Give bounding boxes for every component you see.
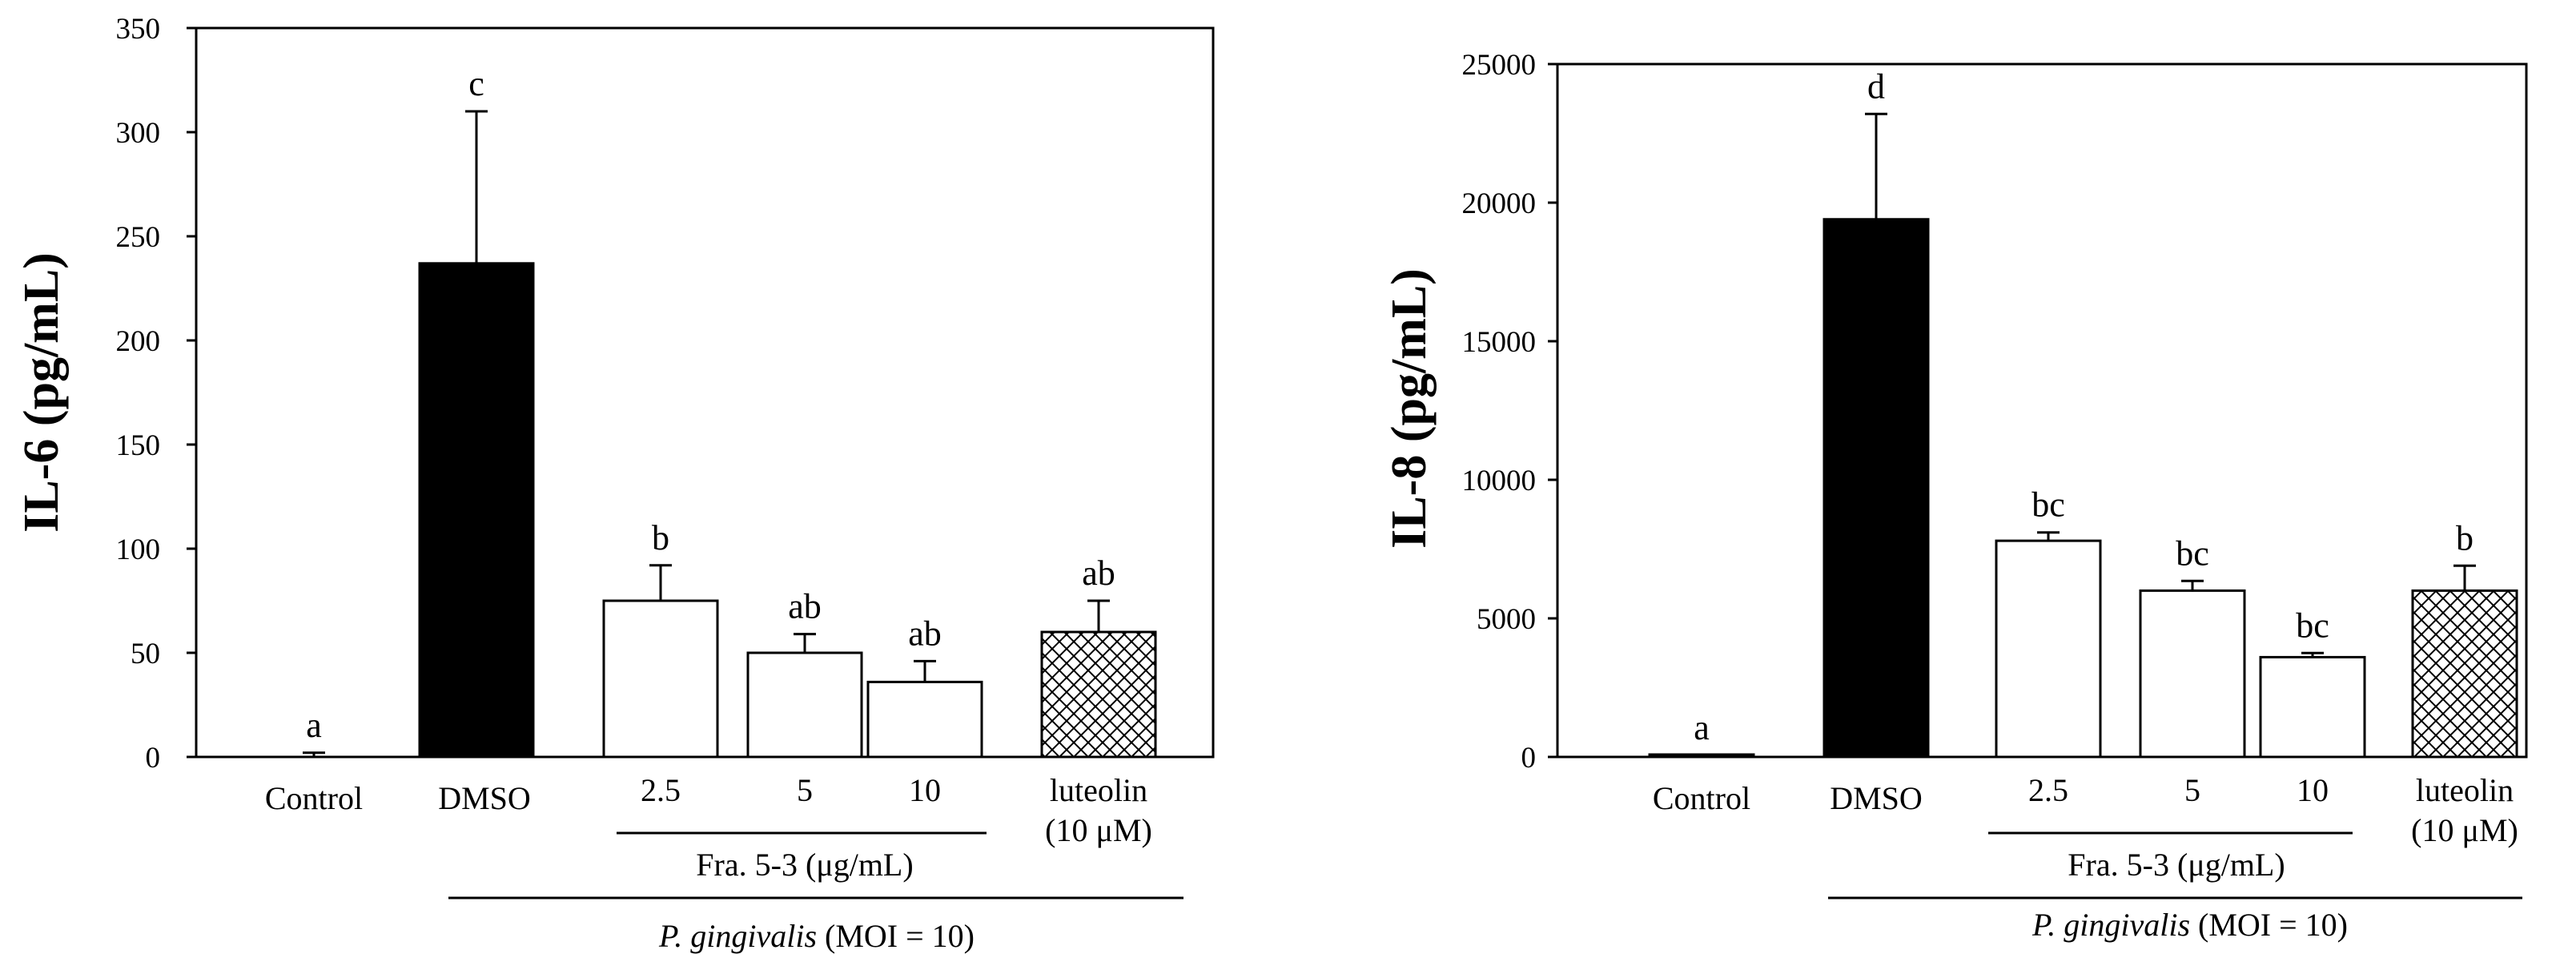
il8-bar <box>2411 589 2518 759</box>
il8-tick-label: 20000 <box>1462 187 1537 220</box>
il8-bar <box>2139 589 2246 759</box>
il6-bar <box>1040 630 1157 759</box>
il6-tick-label: 250 <box>116 221 161 254</box>
il8-bars: a d bc bc bc b <box>1648 66 2518 759</box>
il6-significance-label: a <box>306 706 322 745</box>
il8-significance-label: b <box>2456 518 2474 557</box>
il6-bar <box>866 680 983 759</box>
il8-cat-dmso: DMSO <box>1830 780 1923 816</box>
il8-tick-label: 25000 <box>1462 49 1537 82</box>
il6-significance-label: c <box>468 64 484 103</box>
il8-cat-luteolin: luteolin <box>2416 772 2514 808</box>
il8-significance-label: bc <box>2176 533 2209 573</box>
il8-bar <box>1822 218 1930 759</box>
il8-y-ticks: 0 5000 10000 15000 20000 25000 <box>1462 49 1557 775</box>
il6-tick-label: 100 <box>116 533 161 566</box>
il6-cat-5: 5 <box>797 772 813 808</box>
il6-outer-species: P. gingivalis <box>658 918 817 954</box>
il8-cat-control: Control <box>1653 780 1750 816</box>
il6-tick-label: 0 <box>146 742 161 775</box>
il6-bar <box>602 599 719 759</box>
il6-y-axis-label: IL-6 (pg/mL) <box>14 252 69 533</box>
il6-significance-label: ab <box>788 587 822 626</box>
il8-tick-label: 15000 <box>1462 326 1537 359</box>
il6-outer-moi: (MOI = 10) <box>817 918 975 954</box>
il6-tick-label: 300 <box>116 117 161 150</box>
il6-cat-dmso: DMSO <box>438 780 531 816</box>
il8-outer-label: P. gingivalis (MOI = 10) <box>2031 907 2348 943</box>
il8-cat-10: 10 <box>2297 772 2329 808</box>
il8-outer-moi: (MOI = 10) <box>2190 907 2348 943</box>
il8-cat-luteolin-dose: (10 μM) <box>2411 812 2518 848</box>
il6-group-label: Fra. 5-3 (μg/mL) <box>696 847 913 883</box>
il6-bar <box>746 651 863 759</box>
il6-tick-label: 150 <box>116 429 161 462</box>
il6-cat-control: Control <box>265 780 363 816</box>
il8-tick-label: 0 <box>1521 742 1537 775</box>
il8-significance-label: d <box>1867 66 1885 106</box>
il8-group-label: Fra. 5-3 (μg/mL) <box>2068 847 2285 883</box>
il8-bar <box>1648 753 1755 759</box>
il8-cat-2-5: 2.5 <box>2028 772 2068 808</box>
il6-bars: a c b ab ab ab <box>303 64 1157 759</box>
il6-tick-label: 50 <box>131 638 160 670</box>
il8-bar <box>2259 655 2366 759</box>
il8-significance-label: bc <box>2031 485 2065 525</box>
il6-significance-label: ab <box>1082 553 1115 593</box>
panel-il8: IL-8 (pg/mL) 0 5000 10000 15000 20000 25000 a… <box>1382 49 2528 943</box>
panel-il6: IL-6 (pg/mL) 0 50 100 150 200 250 300 350 a c b ab… <box>14 13 1215 954</box>
il8-outer-species: P. gingivalis <box>2031 907 2190 943</box>
il8-tick-label: 10000 <box>1462 465 1537 497</box>
il6-tick-label: 350 <box>116 13 161 46</box>
il8-cat-5: 5 <box>2184 772 2200 808</box>
il6-y-ticks: 0 50 100 150 200 250 300 350 <box>116 13 196 775</box>
il6-cat-10: 10 <box>909 772 941 808</box>
il6-significance-label: b <box>652 518 669 557</box>
il8-significance-label: bc <box>2296 606 2329 645</box>
il6-bar <box>418 262 535 759</box>
il6-outer-label: P. gingivalis (MOI = 10) <box>658 918 975 954</box>
il8-y-axis-label: IL-8 (pg/mL) <box>1382 268 1437 549</box>
il8-bar <box>1995 539 2102 759</box>
il8-significance-label: a <box>1694 708 1710 747</box>
il6-cat-luteolin-dose: (10 μM) <box>1045 812 1152 848</box>
il8-tick-label: 5000 <box>1477 603 1536 636</box>
il6-cat-2-5: 2.5 <box>641 772 681 808</box>
il6-cat-luteolin: luteolin <box>1050 772 1147 808</box>
il6-significance-label: ab <box>908 614 942 653</box>
il6-tick-label: 200 <box>116 325 161 358</box>
